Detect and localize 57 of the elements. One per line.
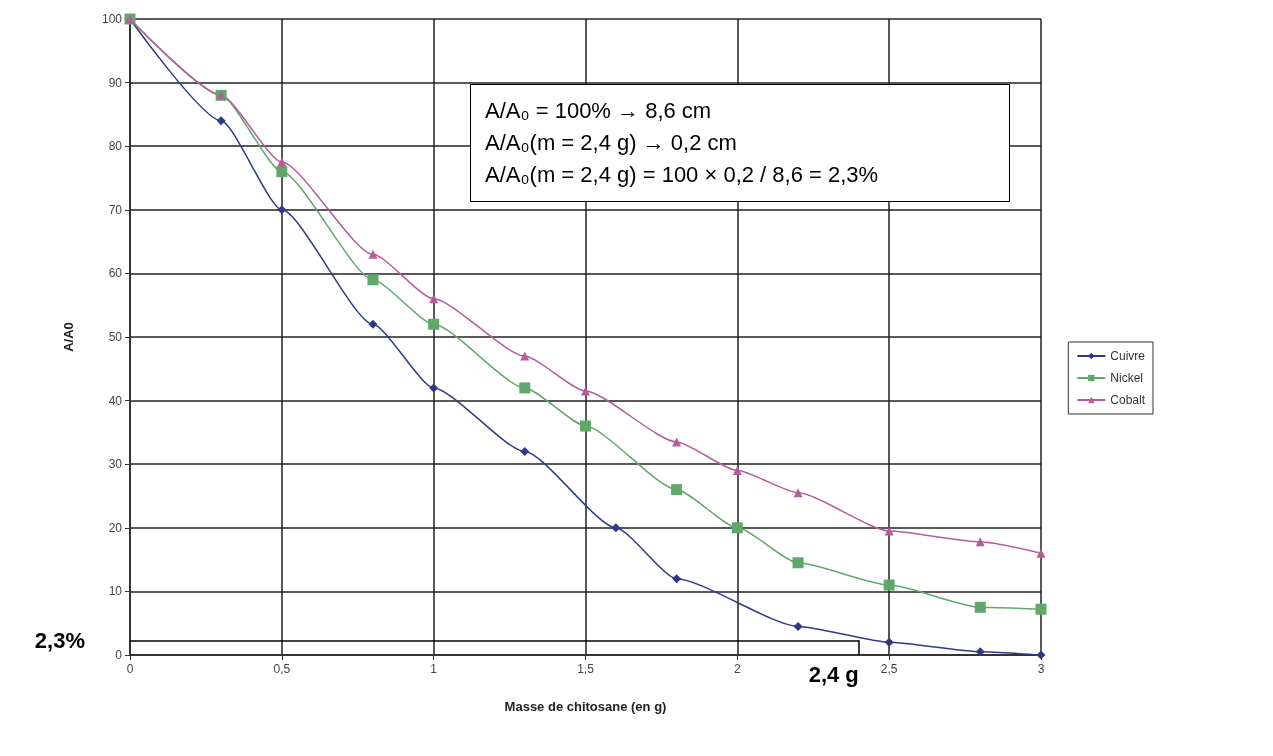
point xyxy=(1036,548,1046,558)
ref-line-label: 2,3% xyxy=(34,627,85,653)
ref-line-label: 2,4 g xyxy=(808,661,859,687)
y-axis-title: A/A0 xyxy=(61,322,76,352)
annotation: A/A₀ = 100% → 8,6 cm xyxy=(485,97,713,125)
y-tick-label: 60 xyxy=(108,266,123,281)
point xyxy=(581,386,590,396)
point xyxy=(216,116,226,126)
y-tick-label: 80 xyxy=(108,139,123,154)
point xyxy=(520,351,530,361)
y-tick-label: 50 xyxy=(108,330,123,344)
point xyxy=(671,484,683,496)
point xyxy=(975,647,985,657)
point xyxy=(792,557,804,569)
point xyxy=(793,488,803,498)
point xyxy=(277,205,287,215)
point xyxy=(884,637,894,647)
legend-label: Cuivre xyxy=(1110,349,1146,363)
annotation: A/A₀(m = 2,4 g) = 100 × 0,2 / 8,6 = 2,3% xyxy=(485,160,880,189)
legend-label: Cobalt xyxy=(1110,393,1146,407)
x-tick-label: 1 xyxy=(430,662,438,676)
point xyxy=(367,274,379,286)
y-tick-label: 20 xyxy=(108,520,123,535)
x-axis-title: Masse de chitosane (en g) xyxy=(504,699,667,714)
y-tick-label: 70 xyxy=(108,202,123,217)
x-tick-label: 1,5 xyxy=(577,662,595,676)
point xyxy=(1035,603,1047,615)
point xyxy=(428,318,440,330)
point xyxy=(368,249,378,259)
x-tick-label: 0 xyxy=(126,662,134,676)
point xyxy=(520,446,530,456)
point xyxy=(277,157,287,167)
y-tick-label: 30 xyxy=(108,457,123,472)
point xyxy=(883,579,895,591)
point xyxy=(519,382,531,394)
y-tick-label: 90 xyxy=(108,75,123,90)
y-tick-label: 0 xyxy=(115,648,123,662)
note-box: A/A₀ = 100% → 8,6 cm A/A₀(m = 2,4 g) → 0,2 cm A/A₀(m = 2,4 g) = 100 × 0,2 / 8,6 = 2,3% xyxy=(470,84,1010,202)
y-tick-label: 10 xyxy=(108,584,123,599)
point xyxy=(793,621,803,631)
point xyxy=(368,319,378,329)
x-tick-label: 2 xyxy=(733,662,741,676)
x-tick-label: 2,5 xyxy=(880,662,898,676)
point xyxy=(732,466,742,476)
x-tick-label: 3 xyxy=(1037,662,1045,676)
point xyxy=(276,166,288,178)
point xyxy=(580,420,591,432)
x-tick-label: 0,5 xyxy=(273,662,291,676)
point xyxy=(731,522,743,534)
annotation: A/A₀(m = 2,4 g) → 0,2 cm xyxy=(485,128,738,157)
y-tick-label: 40 xyxy=(108,393,123,408)
point xyxy=(611,523,621,533)
point xyxy=(429,383,439,393)
point xyxy=(974,601,986,613)
point xyxy=(672,574,682,584)
legend-label: Nickel xyxy=(1110,371,1143,385)
y-tick-label: 100 xyxy=(101,12,123,26)
